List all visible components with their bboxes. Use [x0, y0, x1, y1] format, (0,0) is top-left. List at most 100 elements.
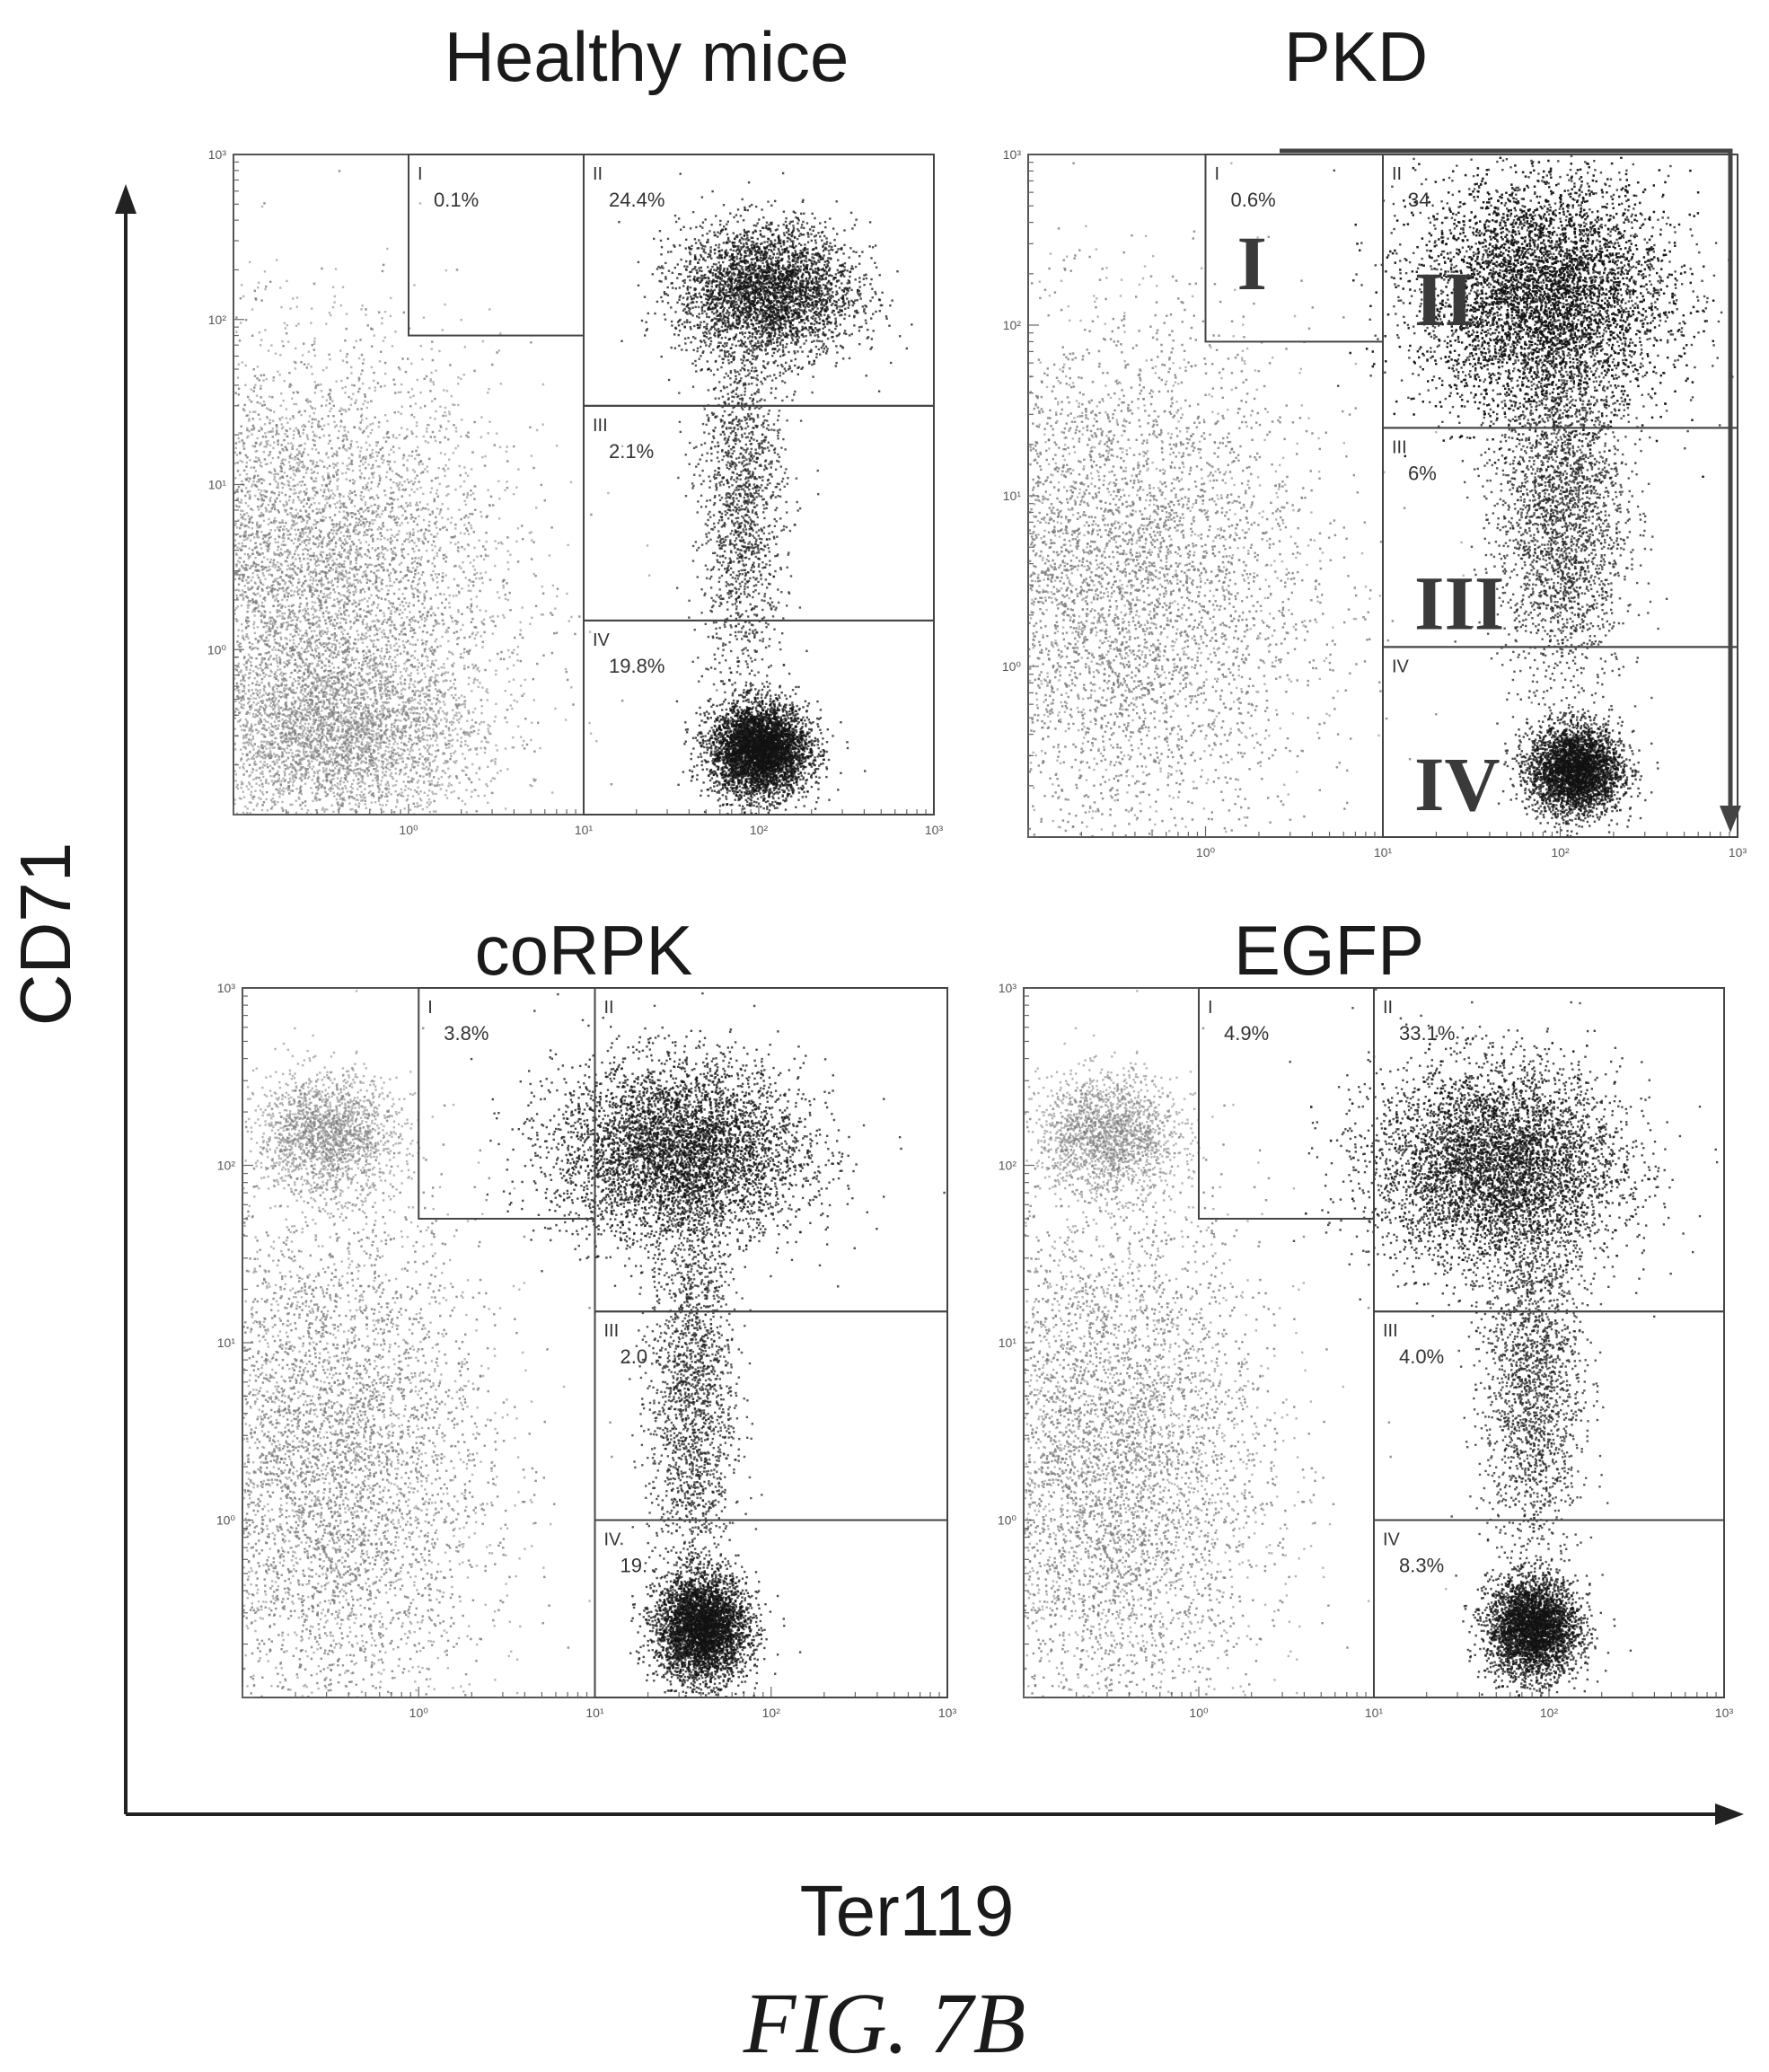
event-dot	[370, 613, 372, 615]
event-dot	[436, 639, 437, 640]
event-dot	[454, 447, 456, 449]
event-dot	[399, 489, 400, 490]
event-dot	[461, 587, 462, 589]
event-dot	[491, 792, 493, 794]
event-dot	[318, 545, 320, 547]
event-dot	[412, 644, 414, 646]
event-dot	[392, 659, 393, 661]
event-dot	[506, 561, 508, 563]
event-dot	[338, 603, 339, 604]
event-dot	[402, 640, 404, 642]
event-dot	[263, 801, 265, 803]
event-dot	[510, 704, 512, 706]
event-dot	[359, 554, 361, 556]
event-dot	[355, 716, 356, 718]
event-dot	[362, 463, 364, 465]
event-dot	[273, 646, 275, 648]
event-dot	[488, 659, 490, 661]
event-dot	[419, 392, 421, 393]
event-dot	[471, 527, 472, 529]
event-dot	[295, 367, 296, 369]
event-dot	[433, 697, 435, 699]
event-dot	[425, 440, 427, 442]
event-dot	[379, 360, 381, 362]
event-dot	[333, 639, 335, 640]
event-dot	[286, 688, 287, 690]
event-dot	[255, 689, 257, 691]
event-dot	[406, 467, 408, 469]
event-dot	[288, 530, 290, 532]
event-dot	[391, 534, 392, 536]
event-dot	[366, 555, 368, 557]
event-dot	[401, 593, 403, 595]
event-dot	[399, 525, 400, 526]
event-dot	[258, 481, 260, 482]
event-dot	[307, 760, 309, 762]
event-dot	[265, 463, 267, 465]
event-dot	[372, 456, 374, 458]
event-dot	[302, 354, 304, 356]
event-dot	[234, 523, 236, 525]
event-dot	[436, 555, 438, 557]
event-dot	[362, 619, 364, 621]
event-dot	[455, 623, 457, 625]
event-dot	[329, 410, 330, 412]
event-dot	[531, 531, 532, 533]
event-dot	[468, 585, 470, 586]
event-dot	[383, 619, 385, 621]
event-dot	[422, 463, 424, 465]
event-dot	[365, 504, 366, 506]
event-dot	[346, 465, 348, 467]
event-dot	[351, 657, 353, 658]
event-dot	[296, 646, 298, 648]
event-dot	[440, 719, 442, 720]
event-dot	[298, 499, 300, 501]
event-dot	[323, 536, 325, 538]
event-dot	[365, 509, 366, 511]
event-dots	[233, 170, 913, 816]
event-dot	[494, 565, 496, 567]
event-dot	[426, 631, 427, 633]
event-dot	[301, 586, 303, 587]
event-dot	[368, 528, 370, 530]
event-dot	[282, 487, 284, 489]
event-dot	[334, 628, 336, 630]
event-dot	[313, 552, 315, 554]
event-dot	[284, 433, 286, 435]
event-dot	[495, 674, 497, 675]
event-dot	[496, 433, 497, 435]
event-dot	[333, 599, 335, 601]
event-dot	[384, 373, 386, 375]
event-dot	[262, 380, 264, 382]
event-dot	[480, 516, 482, 517]
event-dot	[326, 596, 328, 598]
event-dot	[255, 698, 257, 700]
event-dot	[365, 501, 366, 503]
event-dot	[436, 489, 438, 491]
event-dot	[316, 626, 318, 628]
event-dot	[376, 494, 378, 496]
event-dot	[285, 459, 286, 461]
event-dot	[454, 527, 456, 529]
event-dot	[345, 576, 347, 578]
event-dot	[392, 481, 394, 483]
event-dot	[321, 484, 323, 486]
event-dot	[394, 741, 396, 743]
event-dot	[432, 431, 434, 433]
event-dot	[470, 561, 471, 563]
event-dot	[307, 454, 309, 455]
event-dot	[359, 450, 361, 452]
event-dot	[260, 489, 262, 491]
event-dot	[464, 346, 466, 348]
event-dot	[254, 581, 256, 583]
event-dot	[326, 400, 328, 401]
event-dot	[452, 621, 453, 622]
event-dot	[280, 548, 282, 550]
event-dot	[245, 579, 247, 581]
event-dot	[380, 657, 382, 659]
event-dot	[401, 543, 403, 545]
event-dot	[424, 584, 426, 586]
event-dot	[378, 426, 380, 428]
event-dot	[376, 606, 378, 608]
event-dot	[240, 725, 242, 727]
